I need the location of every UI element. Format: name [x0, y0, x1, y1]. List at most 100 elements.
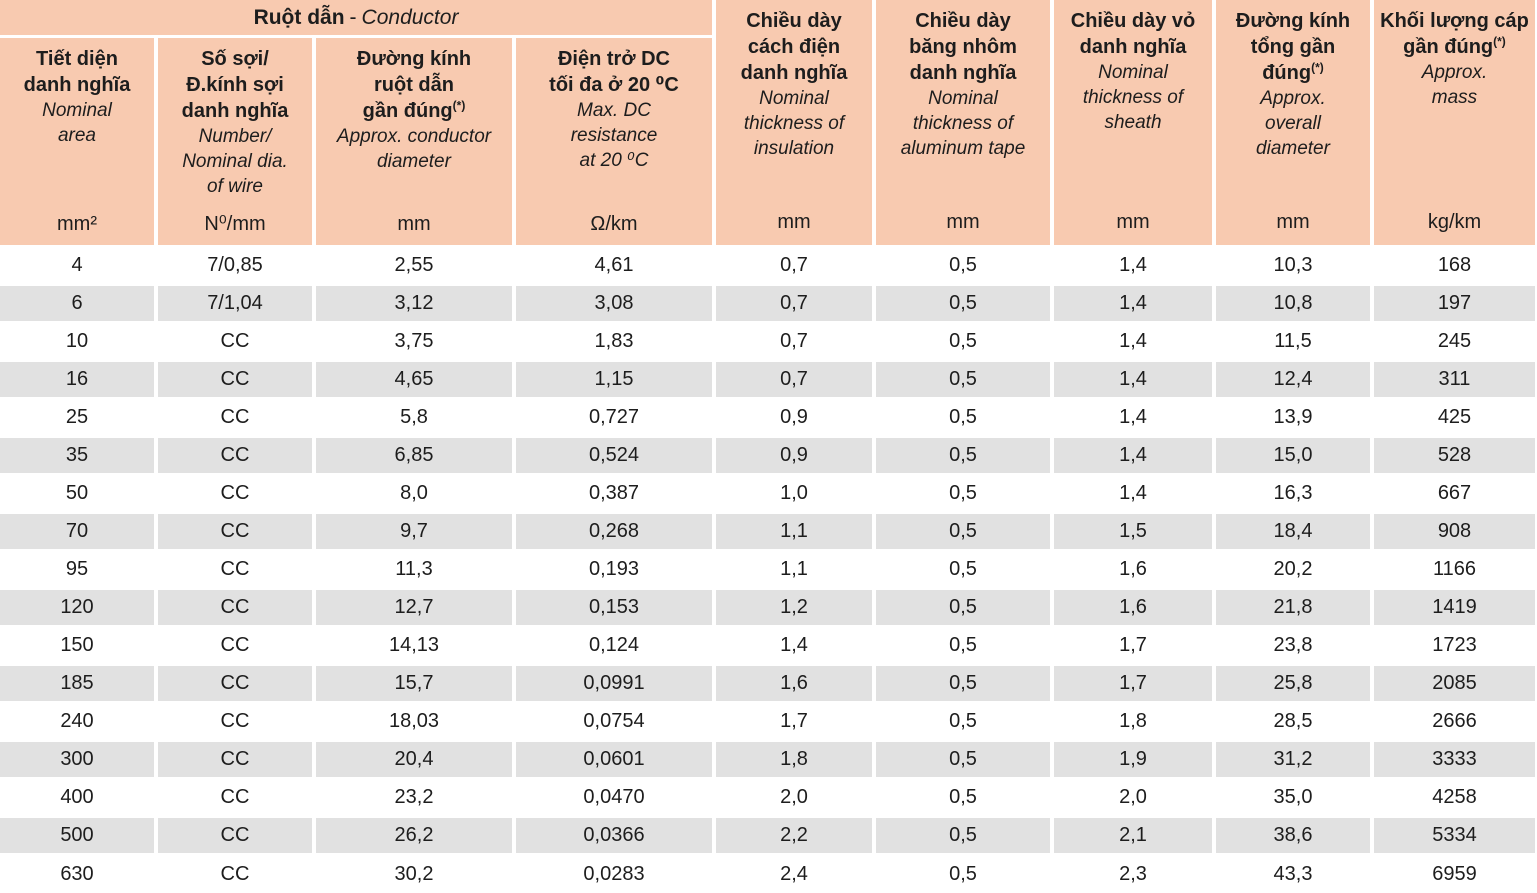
table-cell: 18,03 — [314, 701, 516, 741]
table-cell: 21,8 — [1214, 587, 1374, 627]
table-cell: CC — [156, 663, 316, 703]
table-body: 4 7/0,85 2,55 4,61 0,7 0,5 1,4 10,3 168 6 7/1,04 3,… — [0, 244, 1537, 893]
table-cell: 0,0601 — [514, 739, 716, 779]
table-cell: 1419 — [1372, 587, 1537, 627]
table-cell: 0,5 — [874, 853, 1054, 893]
group-title-en: Conductor — [361, 5, 459, 29]
table-cell: 8,0 — [314, 473, 516, 513]
table-cell: 3,08 — [514, 283, 716, 323]
table-cell: 0,5 — [874, 397, 1054, 437]
table-cell: 0,5 — [874, 283, 1054, 323]
table-row: 25 CC 5,8 0,727 0,9 0,5 1,4 13,9 425 — [0, 397, 1537, 437]
table-cell: 2,4 — [714, 853, 876, 893]
col-unit: mm — [1276, 211, 1310, 233]
table-cell: 630 — [0, 853, 158, 893]
table-cell: 1,2 — [714, 587, 876, 627]
table-cell: 1,4 — [1052, 397, 1216, 437]
table-cell: 6,85 — [314, 435, 516, 475]
table-cell: CC — [156, 701, 316, 741]
table-cell: 0,268 — [514, 511, 716, 551]
table-cell: 1,4 — [1052, 321, 1216, 361]
table-cell: 0,5 — [874, 435, 1054, 475]
table-row: 16 CC 4,65 1,15 0,7 0,5 1,4 12,4 311 — [0, 359, 1537, 399]
table-cell: 0,9 — [714, 435, 876, 475]
table-cell: CC — [156, 321, 316, 361]
table-row: 6 7/1,04 3,12 3,08 0,7 0,5 1,4 10,8 197 — [0, 283, 1537, 323]
table-cell: 28,5 — [1214, 701, 1374, 741]
table-row: 500 CC 26,2 0,0366 2,2 0,5 2,1 38,6 5334 — [0, 815, 1537, 855]
table-row: 120 CC 12,7 0,153 1,2 0,5 1,6 21,8 1419 — [0, 587, 1537, 627]
table-cell: 2085 — [1372, 663, 1537, 703]
col-title-vn: Tiết diện danh nghĩa — [23, 47, 131, 96]
table-cell: 2,55 — [314, 244, 516, 285]
table-row: 10 CC 3,75 1,83 0,7 0,5 1,4 11,5 245 — [0, 321, 1537, 361]
col-header-overall-diameter: Đường kính tổng gần đúng(*) Approx. over… — [1214, 0, 1374, 247]
table-cell: 50 — [0, 473, 158, 513]
table-cell: 0,5 — [874, 663, 1054, 703]
table-cell: 25,8 — [1214, 663, 1374, 703]
table-cell: 1,8 — [714, 739, 876, 779]
table-cell: CC — [156, 777, 316, 817]
col-title-vn: Đường kính ruột dẫn gần đúng(*) — [356, 47, 472, 122]
table-cell: 0,5 — [874, 511, 1054, 551]
table-cell: 0,0754 — [514, 701, 716, 741]
table-cell: 5334 — [1372, 815, 1537, 855]
table-cell: 1,6 — [1052, 587, 1216, 627]
table-cell: 2666 — [1372, 701, 1537, 741]
table-cell: 0,5 — [874, 321, 1054, 361]
table-cell: 245 — [1372, 321, 1537, 361]
table-cell: 25 — [0, 397, 158, 437]
table-row: 70 CC 9,7 0,268 1,1 0,5 1,5 18,4 908 — [0, 511, 1537, 551]
table-cell: 0,7 — [714, 244, 876, 285]
table-cell: 1,4 — [1052, 359, 1216, 399]
table-row: 4 7/0,85 2,55 4,61 0,7 0,5 1,4 10,3 168 — [0, 244, 1537, 285]
table-cell: 0,7 — [714, 359, 876, 399]
table-cell: 0,9 — [714, 397, 876, 437]
table-cell: 1,1 — [714, 511, 876, 551]
col-header-insulation-thickness: Chiều dày cách điện danh nghĩa Nominal t… — [714, 0, 876, 247]
column-header-row: Tiết diện danh nghĩa Nominal area mm² Số… — [0, 36, 1537, 247]
table-cell: 16 — [0, 359, 158, 399]
table-cell: 4 — [0, 244, 158, 285]
table-cell: 0,153 — [514, 587, 716, 627]
table-cell: 0,0470 — [514, 777, 716, 817]
col-unit: mm — [946, 211, 980, 233]
table-cell: 300 — [0, 739, 158, 779]
table-cell: CC — [156, 587, 316, 627]
table-row: 150 CC 14,13 0,124 1,4 0,5 1,7 23,8 1723 — [0, 625, 1537, 665]
col-title-en: Nominal thickness of aluminum tape — [900, 88, 1026, 159]
table-cell: 1,8 — [1052, 701, 1216, 741]
table-cell: 0,5 — [874, 244, 1054, 285]
table-cell: 16,3 — [1214, 473, 1374, 513]
table-cell: 15,7 — [314, 663, 516, 703]
table-cell: CC — [156, 549, 316, 589]
col-header-nominal-area: Tiết diện danh nghĩa Nominal area mm² — [0, 36, 158, 247]
col-unit: mm — [1116, 211, 1150, 233]
col-title-vn: Chiều dày vỏ danh nghĩa — [1070, 10, 1196, 58]
table-cell: 10,3 — [1214, 244, 1374, 285]
table-cell: CC — [156, 359, 316, 399]
footnote-mark: (*) — [1311, 60, 1324, 75]
table-cell: 43,3 — [1214, 853, 1374, 893]
table-cell: 2,0 — [1052, 777, 1216, 817]
col-title-en: Nominal thickness of sheath — [1082, 62, 1184, 133]
table-cell: 95 — [0, 549, 158, 589]
table-cell: 0,727 — [514, 397, 716, 437]
table-cell: 0,524 — [514, 435, 716, 475]
table-cell: 1,4 — [1052, 473, 1216, 513]
col-unit: N⁰/mm — [204, 212, 266, 235]
table-cell: CC — [156, 625, 316, 665]
table-cell: 1,4 — [1052, 244, 1216, 285]
table-cell: 168 — [1372, 244, 1537, 285]
table-cell: 1,4 — [1052, 283, 1216, 323]
table-cell: 4,61 — [514, 244, 716, 285]
table-cell: 1,4 — [1052, 435, 1216, 475]
col-unit: mm — [777, 211, 811, 233]
table-cell: 120 — [0, 587, 158, 627]
table-cell: 528 — [1372, 435, 1537, 475]
table-cell: 0,387 — [514, 473, 716, 513]
table-cell: 5,8 — [314, 397, 516, 437]
table-row: 185 CC 15,7 0,0991 1,6 0,5 1,7 25,8 2085 — [0, 663, 1537, 703]
table-cell: 500 — [0, 815, 158, 855]
table-cell: 0,0283 — [514, 853, 716, 893]
